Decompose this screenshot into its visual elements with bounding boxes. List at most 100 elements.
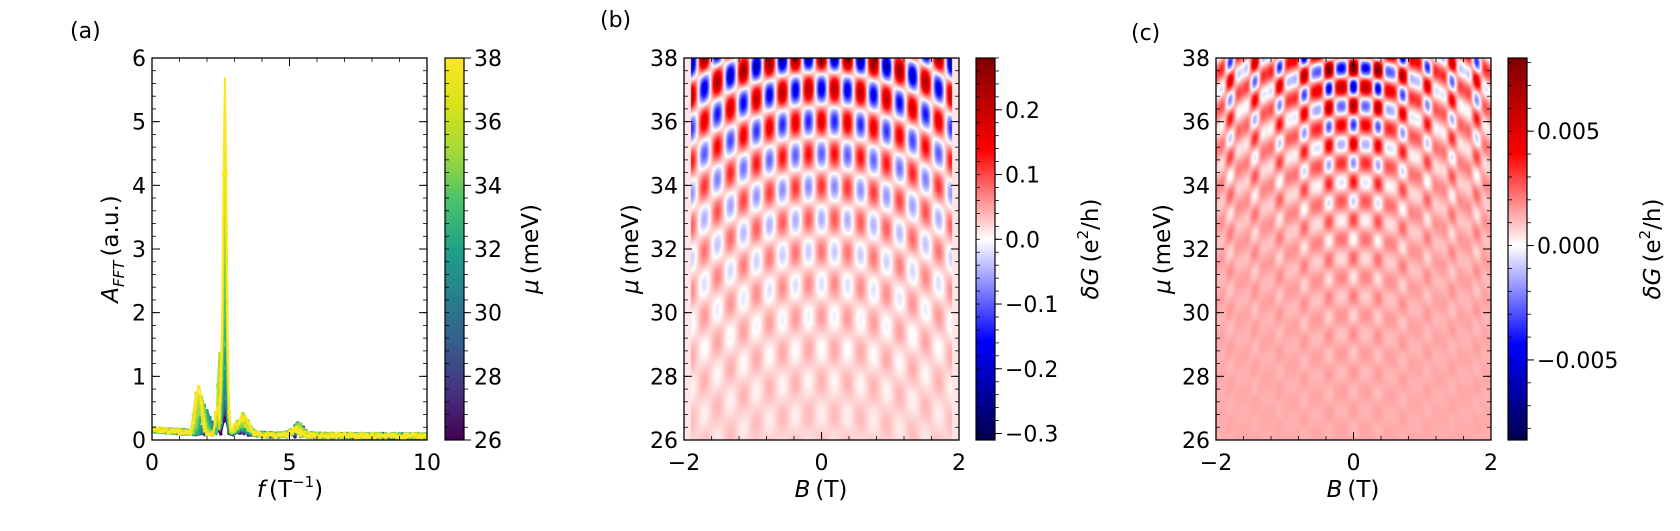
fft-series-point (414, 432, 418, 437)
fft-series-point (219, 432, 223, 436)
fft-series-point (260, 433, 264, 438)
x-tick-label: −2 (668, 451, 700, 476)
fft-series-point (309, 435, 314, 439)
colorbar-tick-label: 34 (474, 174, 502, 199)
y-tick-label: 6 (132, 47, 146, 72)
fft-series-point (304, 430, 308, 434)
colorbar-tick-label: 0.000 (1537, 235, 1600, 260)
colorbar-c-label: δG(e2/h) (1636, 199, 1666, 300)
fft-series-point (364, 432, 369, 437)
y-tick-label: 4 (132, 174, 146, 199)
fft-series-point (254, 430, 259, 435)
fft-series-point (263, 433, 267, 438)
fft-series-point (348, 432, 352, 436)
y-tick-label: 1 (132, 365, 146, 390)
fft-series-point (249, 429, 253, 433)
colorbar-tick-label: −0.005 (1537, 349, 1618, 374)
colorbar-tick-label: 36 (474, 111, 502, 136)
fft-series-point (202, 432, 207, 437)
fft-series-point (232, 422, 237, 427)
y-tick-label: 3 (132, 238, 146, 263)
fft-series-point (329, 434, 333, 439)
fft-series-point (227, 409, 231, 414)
fft-series-point (161, 429, 165, 433)
fft-series-point (224, 172, 229, 176)
colorbar-tick-label: 26 (474, 429, 502, 454)
fft-series-point (351, 434, 355, 438)
fft-series-point (296, 430, 300, 434)
fft-series-point (216, 405, 220, 410)
fft-series-point (265, 432, 270, 437)
fft-series-point (221, 172, 226, 177)
fft-series-point (208, 432, 212, 437)
x-tick-label: 10 (413, 451, 441, 476)
y-tick-label: 2 (132, 302, 146, 327)
x-axis-label-c: B (T) (1327, 477, 1380, 503)
fft-series-point (331, 434, 336, 439)
x-axis-label-a: f (T−1) (257, 473, 323, 503)
heatmap-c (1216, 58, 1491, 440)
fft-series-point (216, 396, 220, 401)
fft-series-point (422, 433, 427, 438)
fft-series-point (406, 433, 410, 437)
fft-series-point (386, 433, 391, 437)
fft-series-point (362, 431, 366, 436)
fft-series-point (271, 433, 275, 437)
fft-series-point (172, 429, 176, 433)
fft-series-point (345, 434, 350, 439)
plot-c-ticks: −2 0 2 26 28 30 32 34 36 38 (1182, 47, 1498, 476)
fft-series-point (334, 431, 339, 436)
fft-series-point (282, 432, 286, 437)
fft-series-point (389, 434, 394, 438)
fft-series-point (216, 383, 220, 388)
fft-series-point (202, 421, 207, 426)
fft-series-point (276, 433, 281, 437)
fft-series-point (340, 435, 344, 440)
heatmap-b (684, 58, 959, 440)
fft-series-point (378, 433, 383, 437)
fft-series-point (268, 432, 273, 437)
fft-series-point (298, 428, 303, 432)
y-axis-label-a: AFFT(a.u.) (98, 195, 128, 304)
fft-series-point (359, 432, 363, 436)
fft-series-point (400, 435, 405, 440)
fft-series-point (205, 432, 209, 436)
panel-c-tag: (c) (1131, 21, 1160, 46)
fft-series-line (152, 76, 427, 439)
fft-series-point (370, 431, 374, 436)
fft-series-line (152, 149, 427, 439)
fft-series-point (243, 424, 248, 429)
fft-series-line (152, 157, 427, 439)
fft-series-point (252, 432, 256, 437)
x-tick-label: 2 (952, 451, 966, 476)
fft-series-point (235, 426, 240, 430)
y-tick-label: 30 (1182, 302, 1210, 327)
fft-series-point (257, 431, 262, 435)
y-tick-label: 30 (650, 302, 678, 327)
x-tick-label: 0 (145, 451, 159, 476)
fft-series-point (194, 431, 198, 436)
colorbar-tick-label: 32 (474, 238, 502, 263)
fft-series-point (210, 431, 215, 435)
fft-series-point (312, 433, 317, 438)
fft-series-point (403, 432, 407, 437)
fft-series-point (274, 435, 278, 439)
y-tick-label: 32 (1182, 238, 1210, 263)
colorbar-b-label: δG(e2/h) (1074, 199, 1104, 300)
x-axis-label-b: B (T) (795, 477, 848, 503)
fft-series-point (298, 422, 303, 426)
y-tick-label: 38 (1182, 47, 1210, 72)
colorbar-b-ticks: −0.3 −0.2 −0.1 0.0 0.1 0.2 (976, 57, 1058, 448)
fft-series-point (340, 433, 344, 437)
colorbar-tick-label: 28 (474, 365, 502, 390)
y-tick-label: 28 (1182, 365, 1210, 390)
fft-series-point (362, 435, 366, 439)
fft-series-point (320, 434, 325, 438)
y-tick-label: 26 (650, 429, 678, 454)
fft-series-point (235, 422, 240, 426)
fft-series-point (199, 401, 204, 405)
y-tick-label: 34 (1182, 174, 1210, 199)
colorbar-a-ticks: 26 28 30 32 34 36 38 (445, 47, 502, 454)
